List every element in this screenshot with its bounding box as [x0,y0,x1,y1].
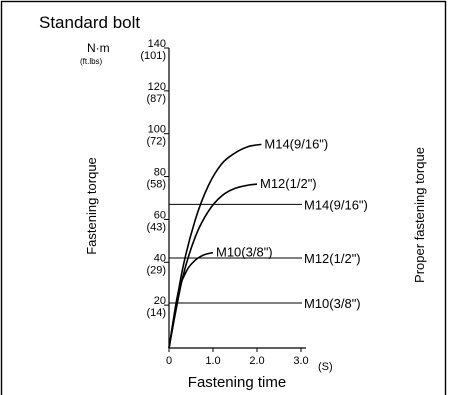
series-layer: M14(9/16") M12(1/2") M10(3/8") [168,136,328,349]
y-tick-label-alt: (72) [146,136,166,148]
series-line [168,251,214,349]
y-unit-alt-label: (ft.lbs) [80,57,103,66]
y-tick-label: 20 [154,295,166,307]
tick-layer: 20(14) 40(29) 60(43) 80(58) 100(72) 120(87) 14… [140,38,308,367]
y-tick-label: 80 [154,167,166,179]
chart-border [0,0,447,395]
series-label: M12(1/2") [260,176,317,191]
y-tick-label-alt: (101) [140,50,166,62]
series-line [168,143,262,349]
y-tick-label: 140 [148,38,166,50]
x-tick-label: 1.0 [205,355,220,367]
y-tick-label: 40 [154,252,166,264]
y-tick-label-alt: (29) [146,264,166,276]
x-tick-label: 2.0 [249,355,264,367]
x-unit-label: (S) [318,361,333,373]
proper-torque-label: M10(3/8") [304,296,361,311]
x-tick-label: 3.0 [293,355,308,367]
proper-torque-label: M14(9/16") [304,197,368,212]
y-tick-label: 120 [148,81,166,93]
y-tick-label-alt: (43) [146,221,166,233]
y-tick-label: 60 [154,209,166,221]
x-axis-label: Fastening time [188,374,286,391]
y-tick-label: 100 [148,124,166,136]
y-tick-label-alt: (14) [146,307,166,319]
chart-title: Standard bolt [39,13,140,32]
series-label: M14(9/16") [264,136,328,151]
y-unit-label: N·m [87,41,110,55]
x-tick-label: 0 [166,355,172,367]
y-axis-label: Fastening torque [84,157,99,255]
proper-torque-layer: M14(9/16") M12(1/2") M10(3/8") [169,197,368,311]
series-label: M10(3/8") [216,245,273,260]
y-axis-right-label: Proper fastening torque [412,147,427,283]
series-line [168,183,258,349]
y-tick-label-alt: (58) [146,179,166,191]
proper-torque-label: M12(1/2") [304,251,361,266]
y-tick-label-alt: (87) [146,93,166,105]
